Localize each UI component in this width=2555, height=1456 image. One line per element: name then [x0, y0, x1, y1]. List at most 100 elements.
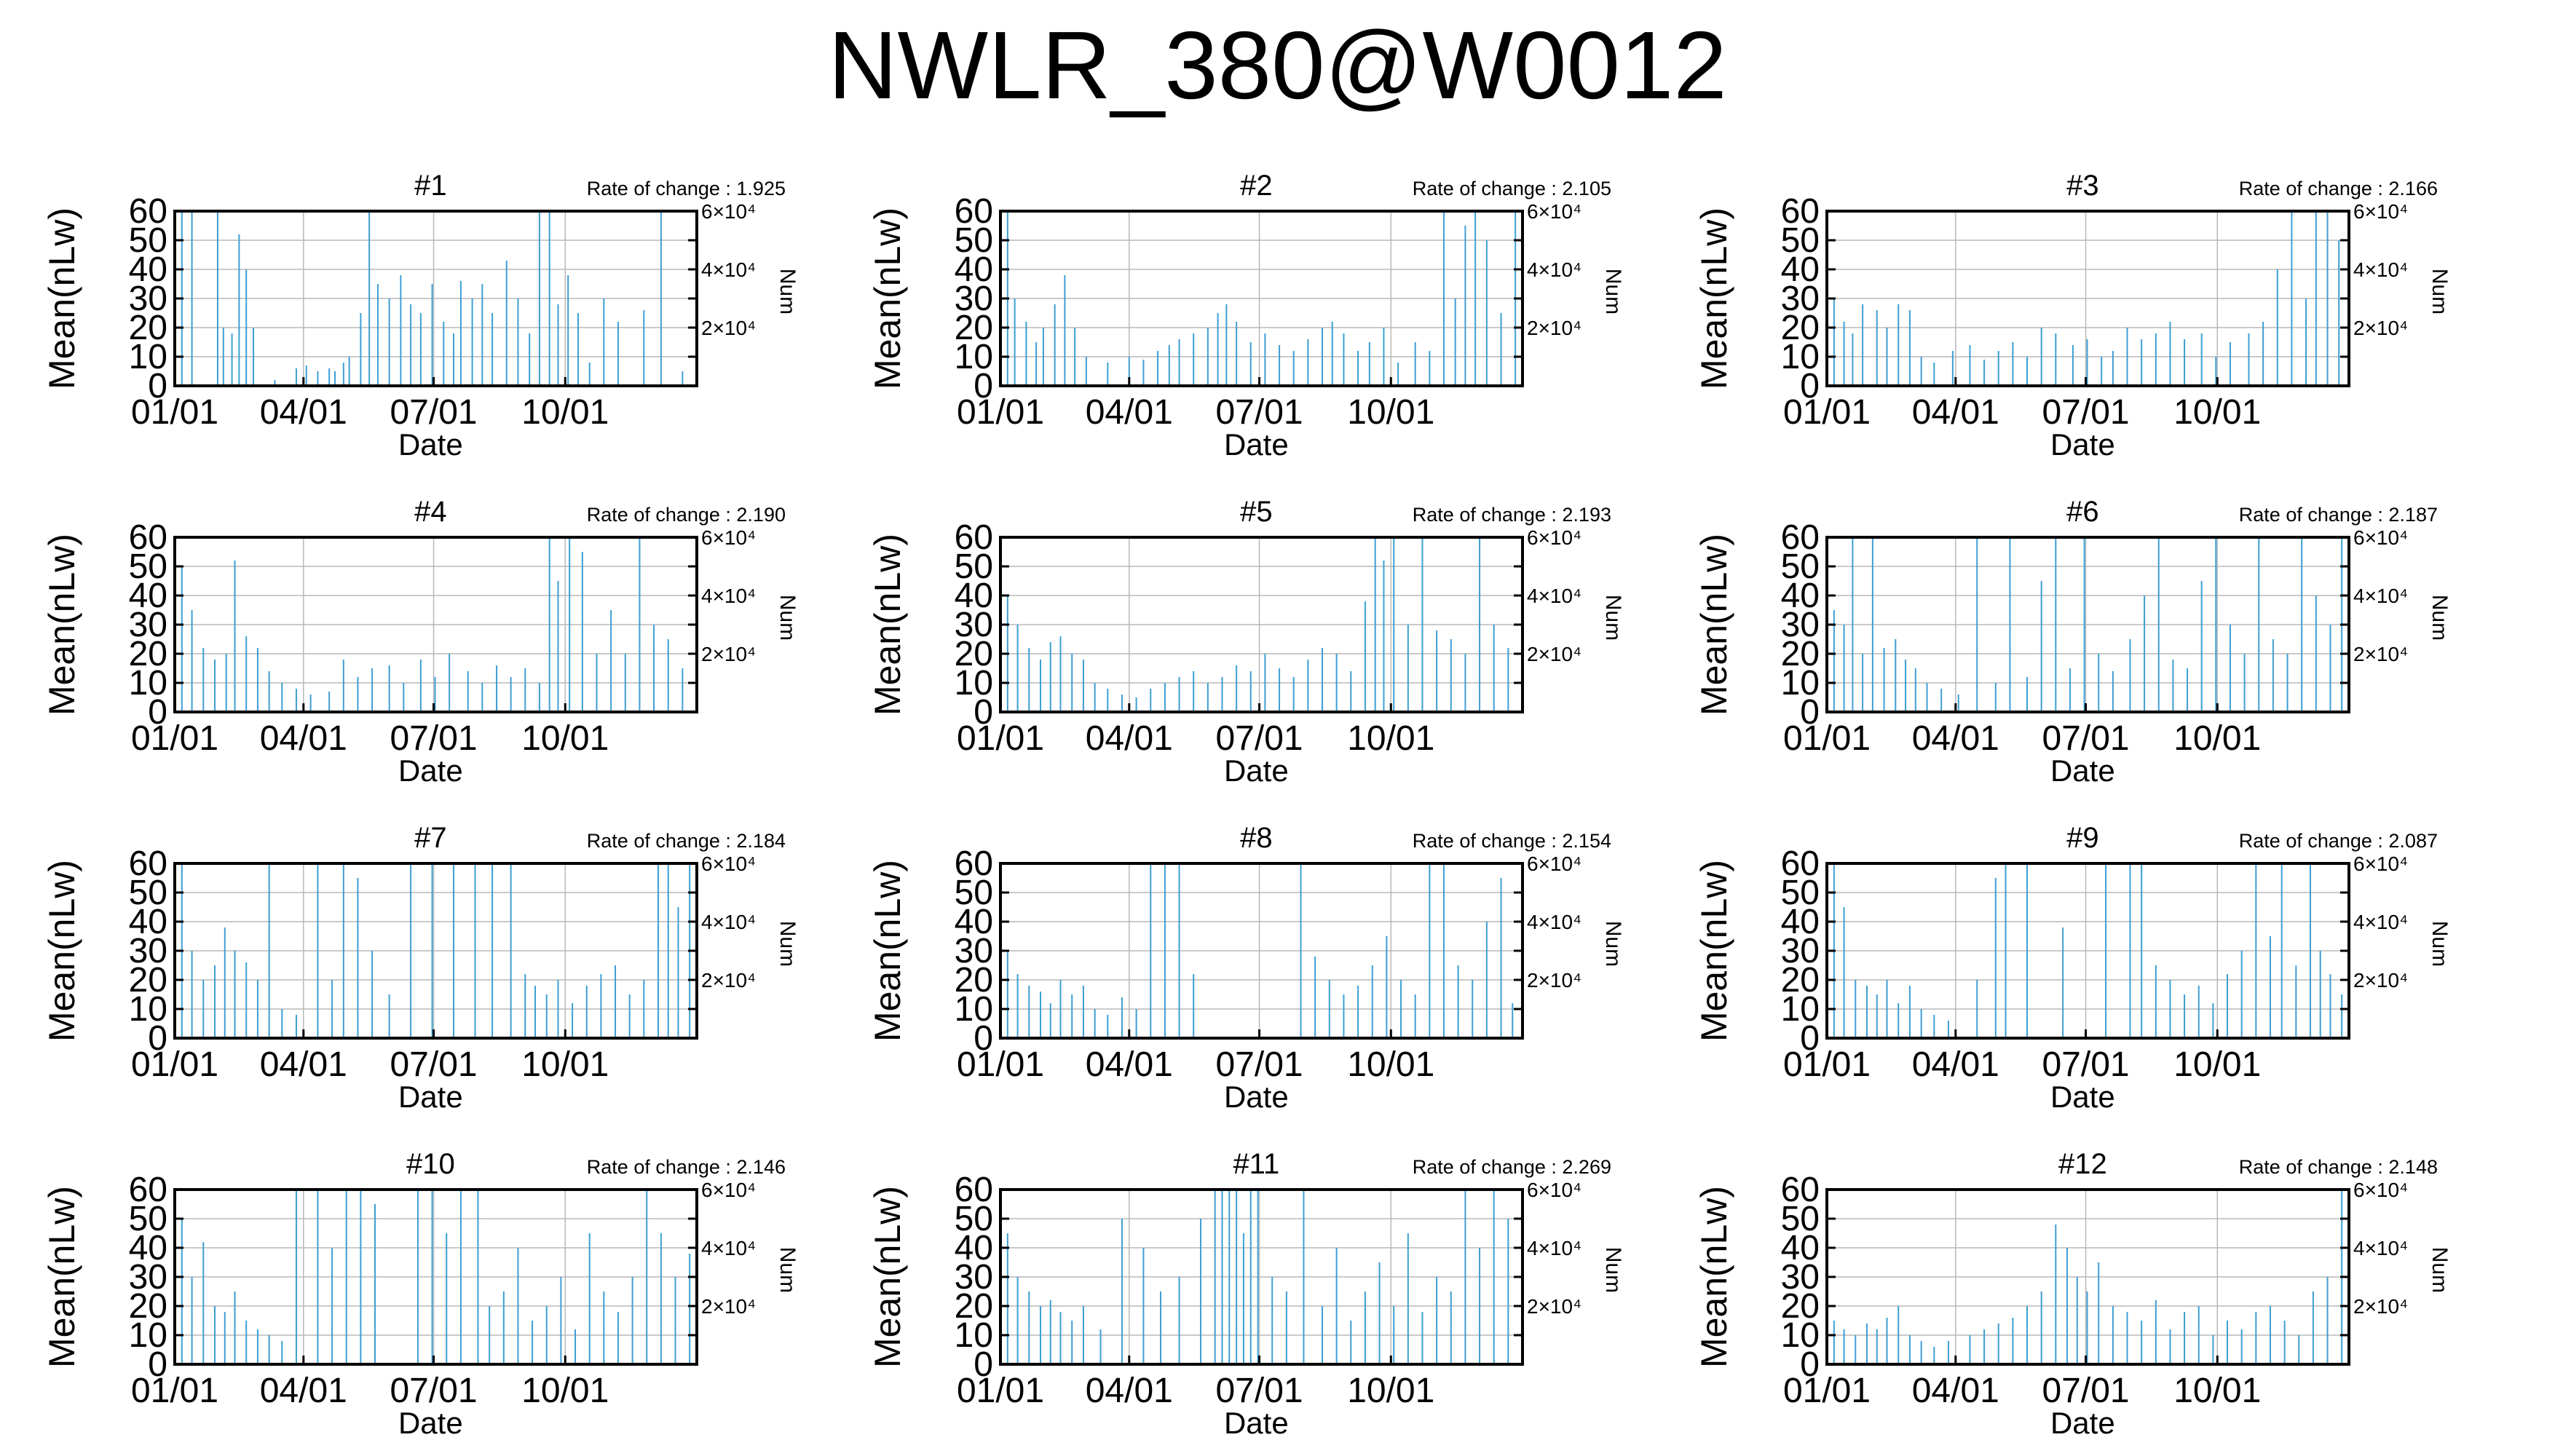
- y-tick-label: 0: [974, 1345, 993, 1384]
- x-axis-label: Date: [1224, 427, 1289, 462]
- x-axis-label: Date: [2050, 1080, 2115, 1114]
- y-tick-label: 10: [129, 990, 167, 1029]
- y-tick-label: 60: [1781, 1171, 1820, 1209]
- y-tick-label: 20: [955, 1287, 993, 1326]
- x-tick-label: 10/01: [521, 393, 609, 432]
- y-tick-label: 30: [955, 1258, 993, 1297]
- y-tick-label: 50: [1781, 1200, 1820, 1238]
- x-tick-label: 04/01: [1086, 1045, 1173, 1084]
- x-tick-label: 01/01: [957, 1372, 1044, 1410]
- y-tick-label: 40: [1781, 903, 1820, 941]
- x-tick-label: 10/01: [2173, 719, 2261, 758]
- y-tick-label: 10: [1781, 1316, 1820, 1355]
- x-tick-label: 01/01: [131, 393, 218, 432]
- x-tick-label: 04/01: [1912, 1045, 1999, 1084]
- y2-tick-label: 6×10⁴: [1527, 1179, 1581, 1201]
- x-tick-label: 04/01: [1086, 393, 1173, 432]
- y2-tick-label: 6×10⁴: [701, 852, 756, 875]
- rate-of-change-label: Rate of change : 1.925: [587, 178, 786, 199]
- y-tick-label: 50: [955, 1200, 993, 1238]
- y2-tick-label: 4×10⁴: [701, 585, 756, 607]
- y-tick-label: 10: [129, 338, 167, 376]
- x-tick-label: 07/01: [1215, 393, 1303, 432]
- rate-of-change-label: Rate of change : 2.146: [587, 1156, 786, 1178]
- y-tick-label: 40: [955, 1229, 993, 1267]
- panel-title: #5: [1240, 496, 1273, 528]
- y2-tick-label: 6×10⁴: [701, 526, 756, 549]
- y2-axis-label: Num: [1601, 269, 1625, 314]
- y2-tick-label: 2×10⁴: [701, 1295, 756, 1318]
- rate-of-change-label: Rate of change : 2.105: [1413, 178, 1611, 199]
- y-tick-label: 30: [1781, 606, 1820, 644]
- y-tick-label: 10: [955, 1316, 993, 1355]
- rate-of-change-label: Rate of change : 2.087: [2239, 830, 2438, 852]
- y-tick-label: 40: [129, 1229, 167, 1267]
- y-tick-label: 60: [129, 518, 167, 557]
- y-axis-label: Mean(nLw): [1694, 1186, 1734, 1368]
- y2-tick-label: 4×10⁴: [1527, 585, 1581, 607]
- x-tick-label: 04/01: [260, 719, 347, 758]
- y2-axis-label: Num: [2428, 921, 2452, 967]
- x-tick-label: 07/01: [2042, 393, 2129, 432]
- y-tick-label: 50: [955, 221, 993, 260]
- x-tick-label: 07/01: [2042, 1372, 2129, 1410]
- y-tick-label: 30: [1781, 1258, 1820, 1297]
- y-tick-label: 60: [955, 1171, 993, 1209]
- x-tick-label: 10/01: [2173, 1045, 2261, 1084]
- y-tick-label: 20: [129, 961, 167, 1000]
- y-tick-label: 10: [955, 990, 993, 1029]
- x-tick-label: 07/01: [1215, 719, 1303, 758]
- y2-tick-label: 6×10⁴: [1527, 852, 1581, 875]
- y-tick-label: 10: [1781, 664, 1820, 703]
- x-tick-label: 04/01: [1086, 719, 1173, 758]
- panel-title: #11: [1233, 1148, 1279, 1180]
- y-axis-label: Mean(nLw): [1694, 860, 1734, 1042]
- y-tick-label: 60: [129, 1171, 167, 1209]
- y-tick-label: 0: [148, 367, 167, 405]
- panel-title: #4: [414, 496, 447, 528]
- x-tick-label: 01/01: [131, 1045, 218, 1084]
- x-tick-label: 04/01: [260, 1045, 347, 1084]
- y-tick-label: 50: [129, 221, 167, 260]
- y2-axis-label: Num: [775, 921, 799, 967]
- x-axis-label: Date: [398, 1080, 463, 1114]
- y2-tick-label: 4×10⁴: [1527, 911, 1581, 933]
- x-axis-label: Date: [398, 427, 463, 462]
- y-tick-label: 50: [955, 874, 993, 912]
- x-tick-label: 01/01: [131, 1372, 218, 1410]
- panel-title: #2: [1240, 170, 1273, 202]
- x-tick-label: 07/01: [390, 719, 477, 758]
- rate-of-change-label: Rate of change : 2.166: [2239, 178, 2438, 199]
- y-tick-label: 10: [955, 664, 993, 703]
- y-tick-label: 0: [974, 1019, 993, 1058]
- y-tick-label: 30: [129, 280, 167, 318]
- y-tick-label: 30: [955, 606, 993, 644]
- y-tick-label: 30: [955, 280, 993, 318]
- y-tick-label: 30: [129, 932, 167, 970]
- y-tick-label: 0: [974, 367, 993, 405]
- x-tick-label: 01/01: [131, 719, 218, 758]
- y-tick-label: 10: [1781, 338, 1820, 376]
- x-axis-label: Date: [398, 753, 463, 788]
- x-tick-label: 10/01: [1347, 719, 1434, 758]
- rate-of-change-label: Rate of change : 2.184: [587, 830, 786, 852]
- x-tick-label: 10/01: [521, 1045, 609, 1084]
- y2-tick-label: 2×10⁴: [2353, 1295, 2408, 1318]
- y-tick-label: 50: [1781, 874, 1820, 912]
- x-tick-label: 10/01: [1347, 1045, 1434, 1084]
- x-tick-label: 07/01: [390, 1372, 477, 1410]
- y-tick-label: 10: [129, 1316, 167, 1355]
- y2-tick-label: 6×10⁴: [1527, 526, 1581, 549]
- y2-tick-label: 6×10⁴: [701, 1179, 756, 1201]
- y-tick-label: 20: [955, 309, 993, 347]
- y-axis-label: Mean(nLw): [1694, 207, 1734, 389]
- x-tick-label: 04/01: [1912, 719, 1999, 758]
- x-tick-label: 10/01: [2173, 393, 2261, 432]
